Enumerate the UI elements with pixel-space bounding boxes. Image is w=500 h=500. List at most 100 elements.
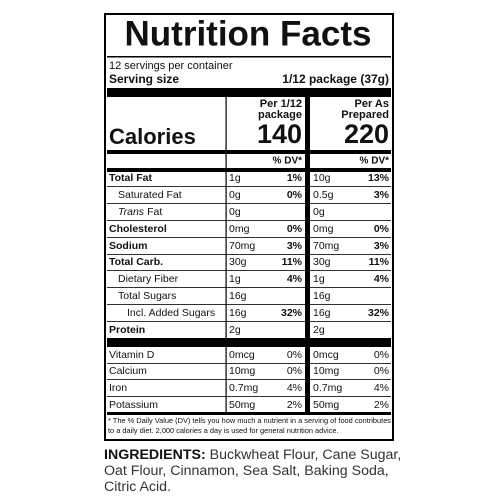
nutrient-name: Dietary Fiber bbox=[118, 273, 179, 285]
column-header: package bbox=[258, 109, 302, 121]
amount: 10mg bbox=[313, 365, 339, 377]
daily-value: 32% bbox=[281, 307, 303, 319]
thick-rule bbox=[107, 412, 391, 415]
daily-value: 4% bbox=[287, 382, 302, 394]
thick-rule bbox=[107, 338, 391, 347]
daily-value: 4% bbox=[287, 273, 303, 285]
nutrient-name: Potassium bbox=[109, 399, 158, 411]
amount: 0.5g bbox=[313, 189, 334, 201]
calories-label: Calories bbox=[109, 124, 196, 149]
amount: 1g bbox=[313, 273, 325, 285]
nutrient-name: Total Fat bbox=[109, 172, 152, 184]
serving-size-label: Serving size bbox=[109, 72, 179, 86]
daily-value: 11% bbox=[369, 256, 390, 268]
amount: 0g bbox=[313, 206, 325, 218]
daily-value: 3% bbox=[287, 240, 303, 252]
daily-value: 3% bbox=[374, 240, 390, 252]
daily-value: 2% bbox=[374, 399, 389, 411]
serving-size-value: 1/12 package (37g) bbox=[282, 72, 389, 86]
daily-value: 0% bbox=[374, 365, 389, 377]
nutrient-name-prefix: Trans bbox=[118, 206, 145, 218]
amount: 0mg bbox=[313, 223, 334, 235]
thick-rule bbox=[107, 150, 391, 154]
rule bbox=[107, 56, 391, 58]
amount: 2g bbox=[229, 324, 241, 336]
amount: 16g bbox=[313, 290, 331, 302]
amount: 0g bbox=[229, 189, 241, 201]
amount: 70mg bbox=[313, 240, 339, 252]
ingredients-label: INGREDIENTS: bbox=[104, 447, 206, 463]
daily-value: 4% bbox=[374, 382, 389, 394]
row-rule bbox=[107, 396, 391, 397]
column-header: Per As bbox=[355, 98, 389, 110]
daily-value: 0% bbox=[287, 223, 303, 235]
nutrient-name: Sodium bbox=[109, 240, 148, 252]
amount: 1g bbox=[229, 172, 241, 184]
amount: 2g bbox=[313, 324, 325, 336]
nutrient-name: Fat bbox=[147, 206, 162, 218]
daily-value: 0% bbox=[287, 349, 302, 361]
servings: 12 servings per container bbox=[109, 60, 233, 72]
amount: 50mg bbox=[313, 399, 339, 411]
amount: 0.7mg bbox=[313, 382, 342, 394]
nutrient-name: Total Sugars bbox=[118, 290, 176, 302]
daily-value: 0% bbox=[374, 349, 389, 361]
row-rule bbox=[107, 363, 391, 364]
daily-value: 0% bbox=[374, 223, 390, 235]
amount: 1g bbox=[229, 273, 241, 285]
row-rule bbox=[107, 186, 391, 187]
nutrient-name: Protein bbox=[109, 324, 145, 336]
amount: 16g bbox=[229, 290, 247, 302]
row-rule bbox=[107, 203, 391, 204]
amount: 70mg bbox=[229, 240, 255, 252]
daily-value: 0% bbox=[287, 365, 302, 377]
amount: 50mg bbox=[229, 399, 255, 411]
amount: 0mcg bbox=[229, 349, 255, 361]
nutrient-name: Total Carb. bbox=[109, 256, 163, 268]
row-rule bbox=[107, 254, 391, 255]
thick-rule bbox=[107, 88, 391, 97]
row-rule bbox=[107, 321, 391, 322]
amount: 0mg bbox=[229, 223, 250, 235]
nutrient-name: Saturated Fat bbox=[118, 189, 182, 201]
daily-value: 2% bbox=[287, 399, 302, 411]
row-rule bbox=[107, 287, 391, 288]
amount: 16g bbox=[313, 307, 331, 319]
nutrient-name: Cholesterol bbox=[109, 223, 167, 235]
calories-value: 140 bbox=[257, 119, 302, 149]
daily-value: 11% bbox=[282, 256, 303, 268]
nutrient-name: Calcium bbox=[109, 365, 147, 377]
row-rule bbox=[107, 270, 391, 271]
footnote: * The % Daily Value (DV) tells you how m… bbox=[108, 416, 391, 435]
nutrient-name: Vitamin D bbox=[109, 349, 155, 361]
daily-value: 1% bbox=[287, 172, 303, 184]
amount: 16g bbox=[229, 307, 247, 319]
row-rule bbox=[107, 304, 391, 305]
column-divider bbox=[225, 97, 227, 414]
daily-value: 3% bbox=[374, 189, 390, 201]
column-header: Prepared bbox=[341, 109, 389, 121]
daily-value: 4% bbox=[374, 273, 390, 285]
amount: 0.7mg bbox=[229, 382, 258, 394]
title: Nutrition Facts bbox=[125, 14, 372, 53]
row-rule bbox=[107, 237, 391, 238]
nutrient-name: Iron bbox=[109, 382, 127, 394]
amount: 0g bbox=[229, 206, 241, 218]
dv-header: % DV* bbox=[360, 156, 390, 167]
ingredients: INGREDIENTS: Buckwheat Flour, Cane Sugar… bbox=[104, 447, 404, 495]
amount: 0mcg bbox=[313, 349, 339, 361]
nutrient-name: Incl. Added Sugars bbox=[127, 307, 215, 319]
row-rule bbox=[107, 379, 391, 380]
daily-value: 32% bbox=[368, 307, 390, 319]
amount: 10g bbox=[313, 172, 331, 184]
calories-value: 220 bbox=[344, 119, 389, 149]
label-border bbox=[104, 13, 394, 441]
row-rule bbox=[107, 220, 391, 221]
dv-header: % DV* bbox=[273, 156, 303, 167]
column-divider bbox=[305, 97, 310, 414]
thick-rule bbox=[107, 168, 391, 172]
amount: 30g bbox=[229, 256, 247, 268]
daily-value: 0% bbox=[287, 189, 303, 201]
